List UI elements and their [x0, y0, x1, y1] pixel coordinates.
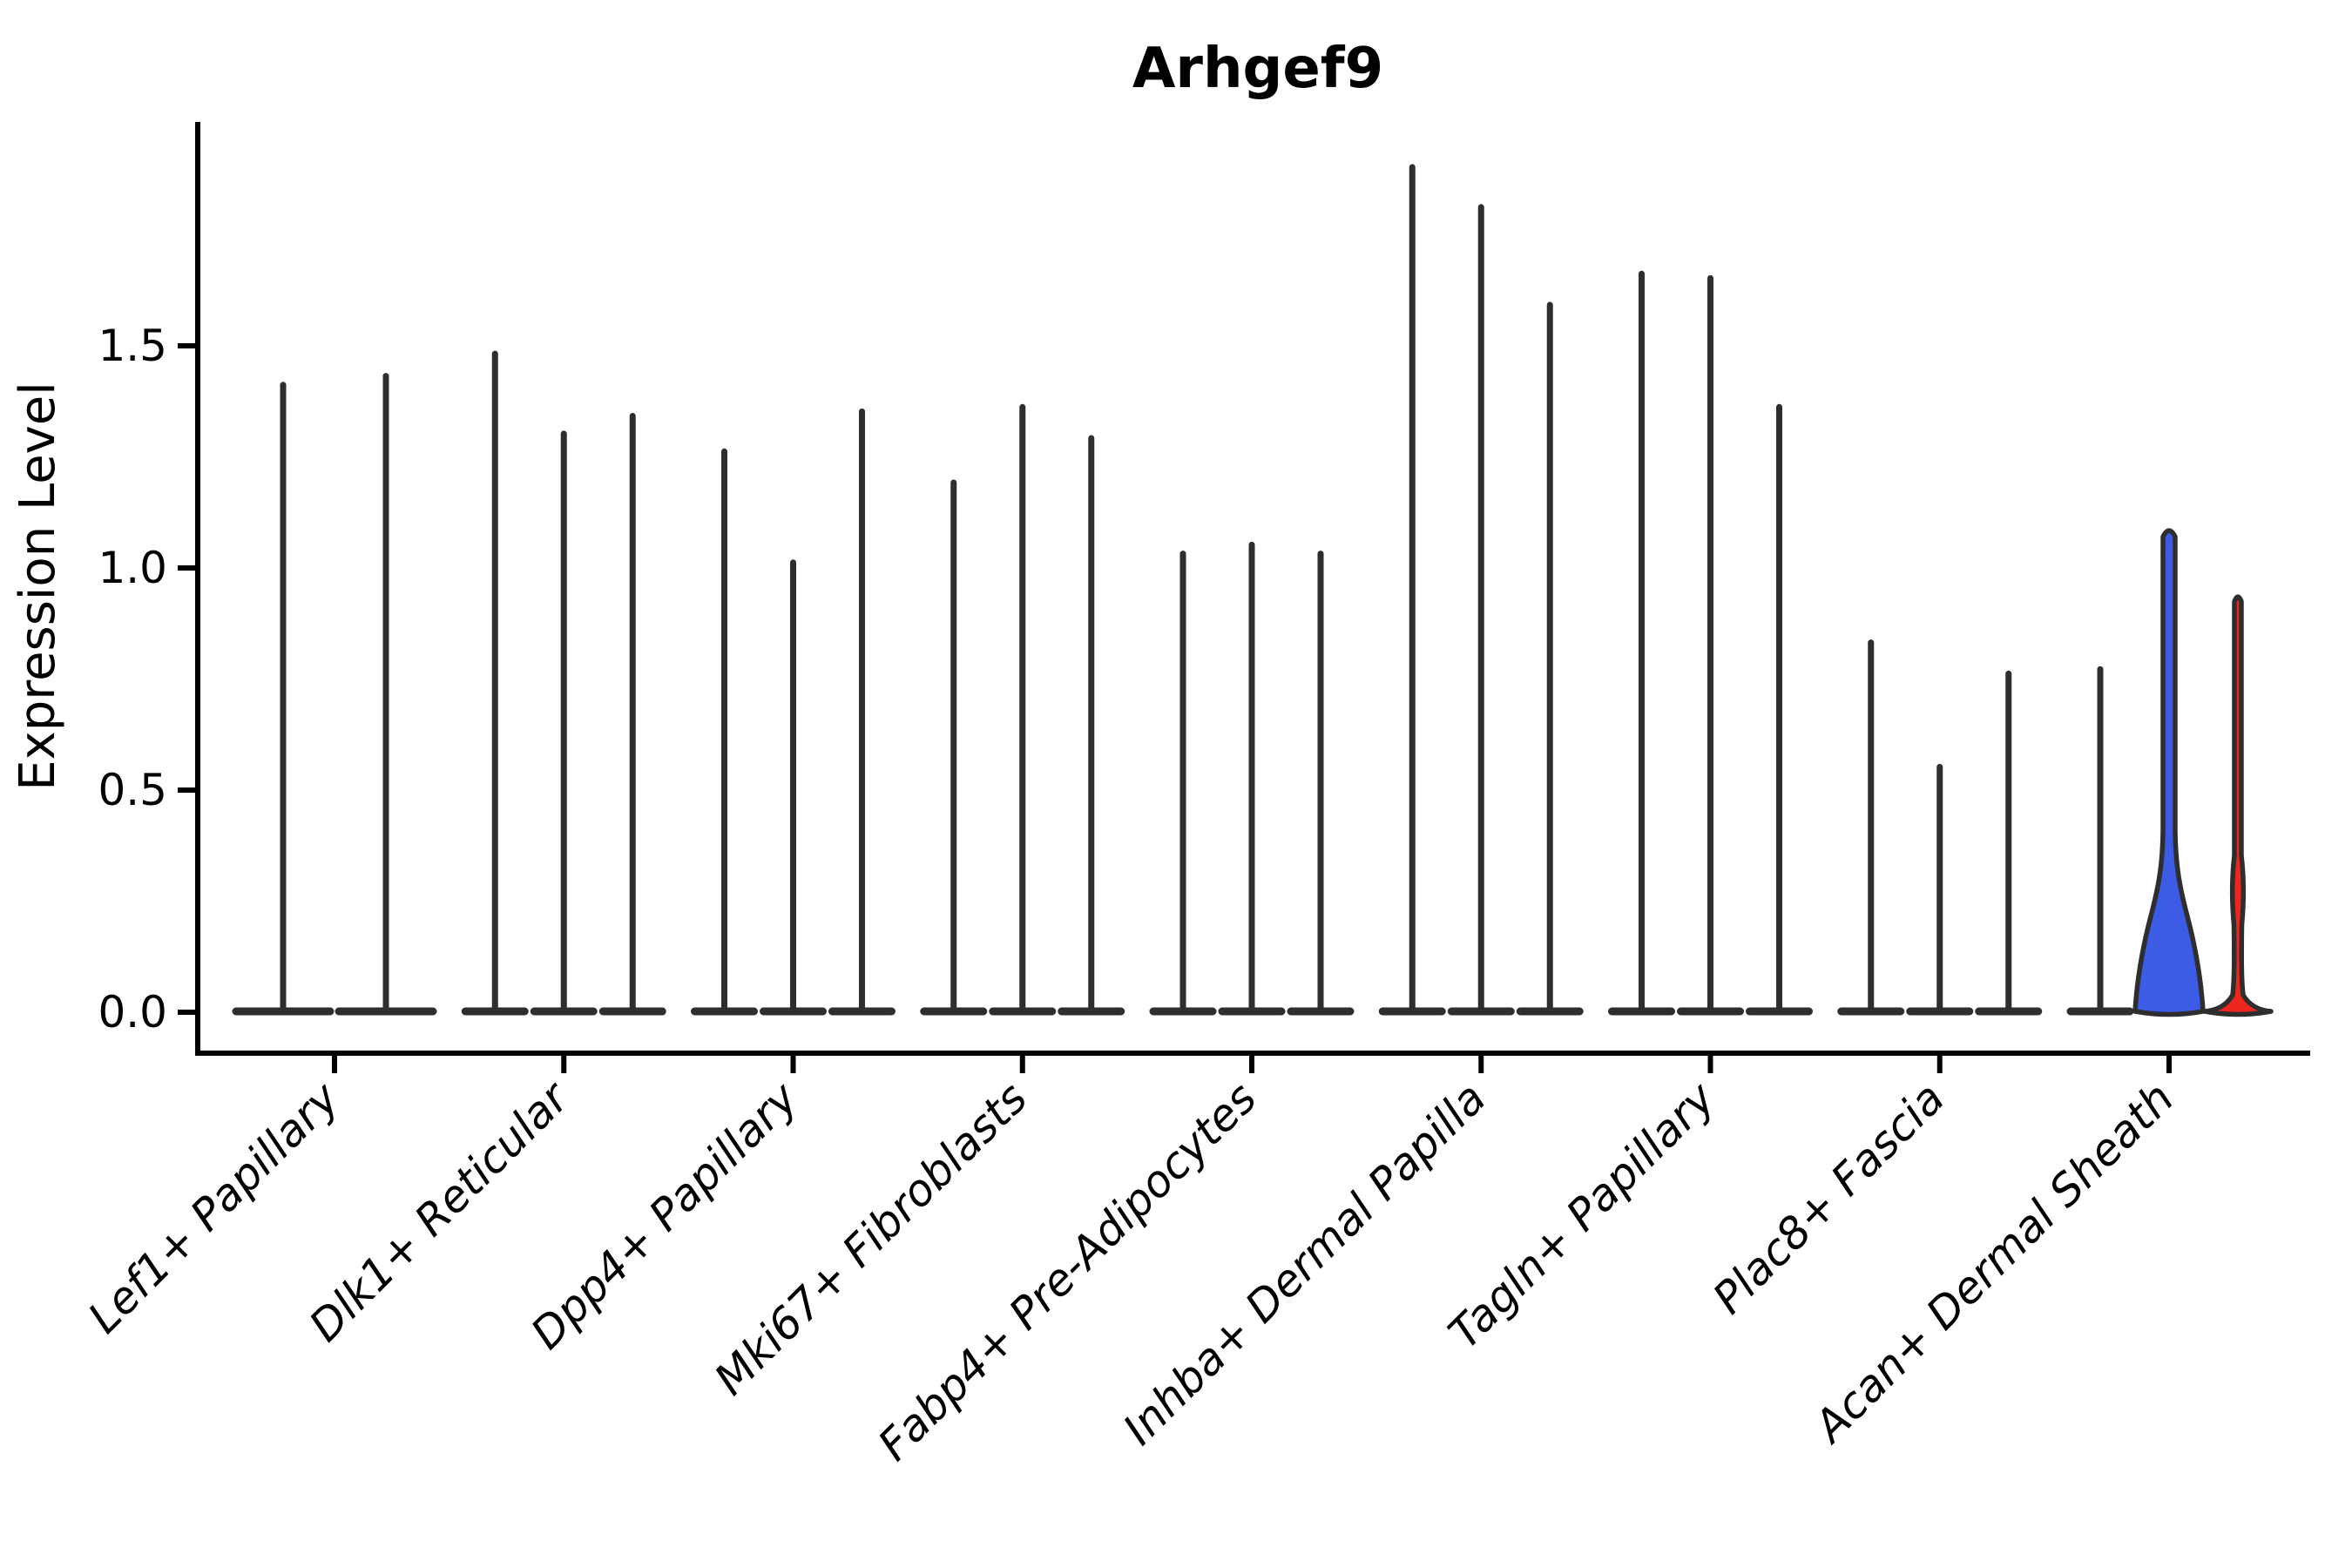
x-tick-label-4: Fabp4+ Pre-Adipocytes	[868, 1072, 1267, 1470]
violin-body-8-2	[2202, 594, 2274, 1017]
y-tick-label: 1.5	[98, 321, 167, 371]
violin-group-0	[232, 373, 437, 1016]
y-tick-label: 1.0	[98, 543, 167, 593]
violin-group-8	[2066, 528, 2274, 1017]
y-tick-label: 0.0	[98, 987, 167, 1037]
violin-group-4	[1149, 541, 1355, 1016]
y-axis-label: Expression Level	[10, 382, 66, 791]
violin-group-7	[1837, 639, 2043, 1016]
violin-group-6	[1608, 270, 1813, 1016]
x-tick-label-0: Lef1+ Papillary	[78, 1071, 349, 1342]
violin-body-8-1	[2132, 528, 2206, 1017]
violin-group-2	[691, 408, 896, 1016]
violin-group-3	[920, 403, 1125, 1016]
violin-group-1	[461, 350, 666, 1016]
y-tick-label: 0.5	[98, 765, 167, 815]
x-tick-label-7: Plac8+ Fascia	[1703, 1072, 1954, 1323]
x-tick-label-8: Acan+ Dermal Sheath	[1803, 1072, 2184, 1453]
chart-title: Arhgef9	[1132, 37, 1383, 101]
violins-layer	[232, 164, 2274, 1017]
violin-group-5	[1378, 164, 1584, 1016]
x-tick-label-5: Inhba+ Dermal Papilla	[1113, 1072, 1495, 1454]
